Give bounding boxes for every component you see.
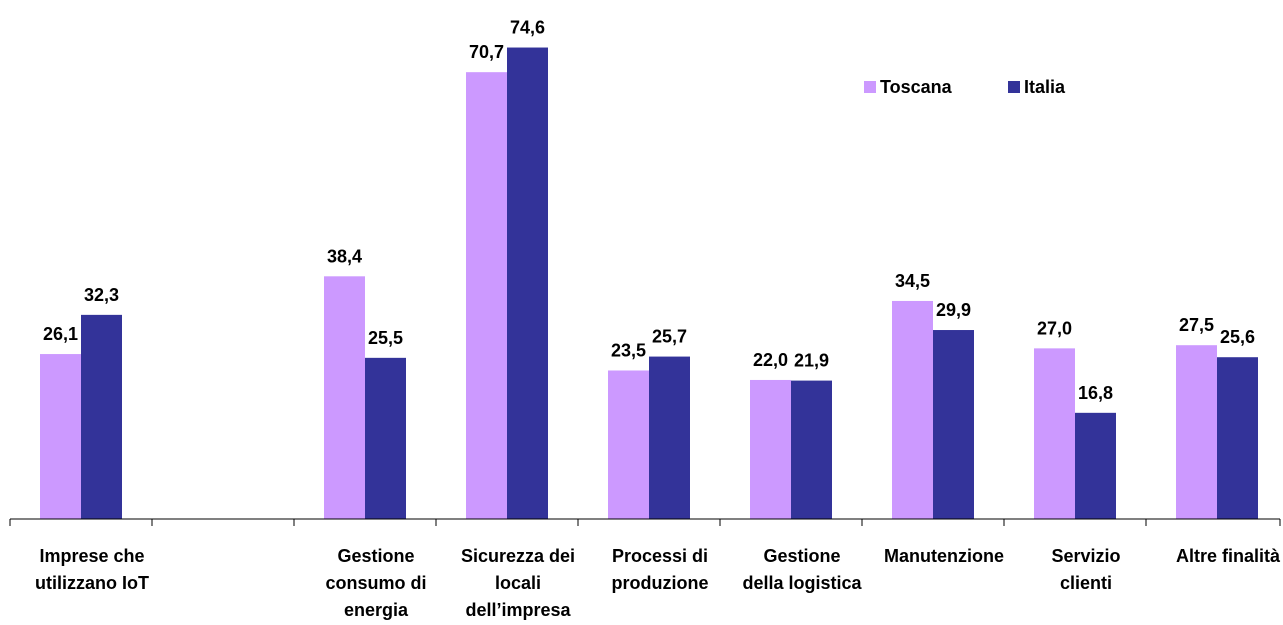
category-label-5-1: della logistica	[742, 573, 862, 593]
value-label-italia-2: 25,5	[368, 328, 403, 348]
value-label-toscana-7: 27,0	[1037, 318, 1072, 338]
value-label-italia-0: 32,3	[84, 285, 119, 305]
category-labels-layer: Imprese che utilizzano IoT Gestione consumo…	[35, 546, 1281, 620]
category-label-0-0: Imprese che	[39, 546, 144, 566]
value-label-toscana-4: 23,5	[611, 340, 646, 360]
bar-italia-3	[507, 47, 548, 519]
bar-toscana-7	[1034, 348, 1075, 519]
category-label-7-1: clienti	[1060, 573, 1112, 593]
value-label-italia-4: 25,7	[652, 327, 687, 347]
legend-swatch-toscana	[864, 81, 876, 93]
value-label-toscana-0: 26,1	[43, 324, 78, 344]
value-label-toscana-3: 70,7	[469, 42, 504, 62]
value-label-italia-8: 25,6	[1220, 327, 1255, 347]
category-label-2-2: energia	[344, 600, 409, 620]
legend-label-italia: Italia	[1024, 77, 1066, 97]
bar-italia-2	[365, 357, 406, 519]
category-label-4-0: Processi di	[612, 546, 708, 566]
bar-italia-4	[649, 356, 690, 519]
bar-toscana-2	[324, 276, 365, 519]
bar-italia-0	[81, 314, 122, 519]
category-label-7-0: Servizio	[1051, 546, 1120, 566]
bar-toscana-4	[608, 370, 649, 519]
legend: Toscana Italia	[864, 77, 1066, 97]
category-label-2-0: Gestione	[337, 546, 414, 566]
category-label-3-2: dell’impresa	[465, 600, 571, 620]
value-label-italia-3: 74,6	[510, 18, 545, 38]
value-label-toscana-8: 27,5	[1179, 315, 1214, 335]
bar-toscana-6	[892, 300, 933, 519]
bar-toscana-3	[466, 72, 507, 520]
value-label-italia-6: 29,9	[936, 300, 971, 320]
value-labels-layer: 26,1 32,3 38,4 25,5 70,7 74,6 23,5 25,7 22,0 21,9…	[43, 18, 1255, 403]
value-label-toscana-5: 22,0	[753, 350, 788, 370]
x-axis	[9, 518, 1281, 526]
bar-italia-8	[1217, 357, 1258, 519]
category-label-5-0: Gestione	[763, 546, 840, 566]
category-label-3-1: locali	[495, 573, 541, 593]
category-label-2-1: consumo di	[325, 573, 426, 593]
category-label-3-0: Sicurezza dei	[461, 546, 575, 566]
bar-toscana-5	[750, 379, 791, 519]
category-label-8-0: Altre finalità	[1176, 546, 1281, 566]
value-label-italia-7: 16,8	[1078, 383, 1113, 403]
category-label-4-1: produzione	[612, 573, 709, 593]
bar-italia-5	[791, 380, 832, 519]
bar-toscana-0	[40, 354, 81, 519]
bars-layer	[40, 47, 1258, 520]
value-label-toscana-6: 34,5	[895, 271, 930, 291]
legend-swatch-italia	[1008, 81, 1020, 93]
legend-label-toscana: Toscana	[880, 77, 953, 97]
bar-italia-7	[1075, 412, 1116, 519]
value-label-italia-5: 21,9	[794, 351, 829, 371]
bar-toscana-8	[1176, 345, 1217, 519]
category-label-6-0: Manutenzione	[884, 546, 1004, 566]
bar-italia-6	[933, 330, 974, 519]
value-label-toscana-2: 38,4	[327, 246, 362, 266]
category-label-0-1: utilizzano IoT	[35, 573, 149, 593]
